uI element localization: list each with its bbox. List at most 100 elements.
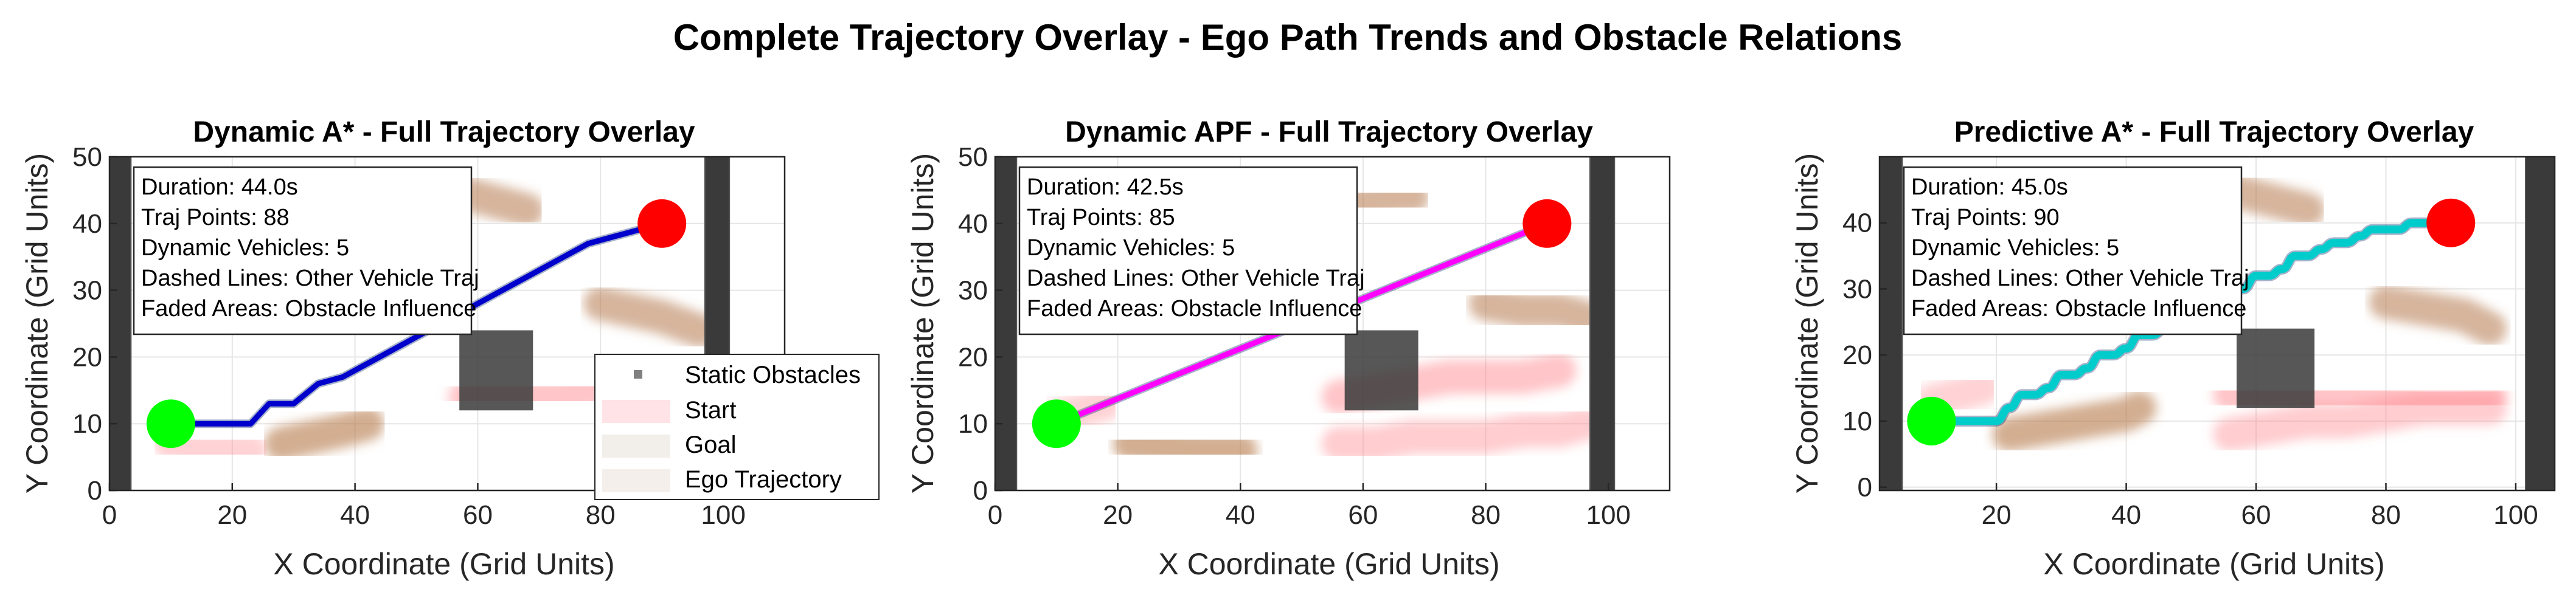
axes-box [108,156,786,492]
static-wall [995,156,1018,491]
plot-area: 0 20 40 60 80 100 0 10 20 30 40 50 Duration: 44.0s Tr… [72,142,786,530]
info-line: Dashed Lines: Other Vehicle Traj [1027,266,1365,291]
x-axis-label: X Coordinate (Grid Units) [273,547,614,581]
vehicle-trace [583,286,716,348]
vehicle-trace [2369,285,2507,346]
static-wall [2524,156,2556,491]
y-tick-label: 0 [1858,473,1872,503]
x-axis-label: X Coordinate (Grid Units) [1158,547,1499,581]
y-tick-label: 0 [88,476,102,506]
goal-marker [1522,199,1572,248]
info-line: Faded Areas: Obstacle Influence [1911,296,2246,322]
y-tick-label: 30 [1842,274,1872,304]
y-tick-label: 50 [72,142,102,172]
x-tick-label: 80 [586,500,616,530]
static-obstacle-marker [634,370,642,379]
panel-predictive-a-star: Predictive A* - Full Trajectory Overlay … [1790,116,2556,581]
x-axis-label: X Coordinate (Grid Units) [2043,547,2384,581]
legend-label: Static Obstacles [685,362,861,388]
vehicle-trace [1113,427,1258,468]
y-tick-label: 10 [72,409,102,439]
x-tick-label: 20 [217,500,247,530]
y-tick-label: 30 [958,276,988,306]
static-block [2237,328,2315,408]
info-line: Duration: 42.5s [1027,174,1184,200]
info-line: Dynamic Vehicles: 5 [1911,235,2119,261]
x-tick-label: 100 [1586,500,1630,530]
figure-title: Complete Trajectory Overlay - Ego Path T… [673,17,1903,58]
static-wall [109,156,132,491]
panel-dynamic-a-star: Dynamic A* - Full Trajectory Overlay X C… [20,116,786,581]
panel-title: Dynamic A* - Full Trajectory Overlay [193,116,695,148]
y-tick-label: 20 [72,342,102,372]
static-block [459,330,533,411]
ego-trajectory-swatch [602,469,670,492]
y-tick-label: 0 [973,476,988,506]
info-box [1018,166,1358,335]
static-block [1344,330,1418,411]
start-swatch [602,400,670,423]
vehicle-trace [264,407,384,461]
plot-area: 0 20 40 60 80 100 0 10 20 30 40 50 Duration: 42.5s Tr… [958,142,1671,530]
info-box [133,166,473,335]
y-tick-label: 40 [1842,208,1872,238]
start-marker [1032,399,1081,449]
info-line: Dashed Lines: Other Vehicle Traj [141,266,479,291]
legend-label: Ego Trajectory [685,466,842,493]
goal-swatch [602,435,670,458]
y-tick-label: 10 [958,409,988,439]
panel-title: Dynamic APF - Full Trajectory Overlay [1065,116,1593,148]
y-tick-label: 40 [72,209,102,239]
x-tick-label: 60 [1348,500,1378,530]
x-tick-label: 40 [340,500,370,530]
info-line: Duration: 45.0s [1911,174,2068,200]
y-tick-label: 40 [958,209,988,239]
info-line: Faded Areas: Obstacle Influence [1027,296,1362,322]
legend: Static Obstacles Start Goal Ego Trajecto… [594,354,880,500]
static-wall [1589,156,1616,491]
x-tick-label: 60 [463,500,493,530]
x-tick-label: 20 [1103,500,1133,530]
y-axis-label: Y Coordinate (Grid Units) [1790,153,1824,494]
vehicle-trace [153,427,268,468]
x-tick-label: 80 [2371,500,2401,530]
start-marker [146,399,195,449]
info-line: Duration: 44.0s [141,174,298,200]
x-tick-label: 0 [988,500,1002,530]
panel-title: Predictive A* - Full Trajectory Overlay [1954,116,2474,148]
x-tick-label: 60 [2241,500,2271,530]
y-axis-label: Y Coordinate (Grid Units) [20,153,54,494]
y-tick-label: 20 [958,342,988,372]
info-line: Traj Points: 85 [1027,205,1175,230]
x-tick-label: 100 [701,500,745,530]
goal-marker [2426,198,2476,247]
x-tick-label: 80 [1471,500,1501,530]
y-tick-label: 20 [1842,340,1872,370]
static-wall [1879,156,1903,491]
x-tick-label: 40 [2111,500,2141,530]
info-box [1903,166,2243,335]
y-tick-label: 50 [958,142,988,172]
info-line: Traj Points: 88 [141,205,290,230]
x-tick-label: 40 [1226,500,1255,530]
info-line: Dashed Lines: Other Vehicle Traj [1911,266,2249,291]
x-tick-label: 100 [2493,500,2538,530]
start-marker [1907,396,1956,445]
legend-label: Goal [685,432,737,458]
vehicle-trace [2213,391,2507,452]
vehicle-trace [1468,286,1601,334]
goal-marker [637,199,687,248]
vehicle-trace [1321,407,1601,461]
x-tick-label: 20 [1982,500,2012,530]
info-line: Traj Points: 90 [1911,205,2060,230]
legend-label: Start [685,397,736,424]
panel-dynamic-apf: Dynamic APF - Full Trajectory Overlay X … [906,116,1671,581]
axes-box [1878,156,2556,492]
info-line: Dynamic Vehicles: 5 [1027,235,1235,261]
info-line: Faded Areas: Obstacle Influence [141,296,476,322]
x-tick-label: 0 [102,500,117,530]
y-tick-label: 30 [72,276,102,306]
info-line: Dynamic Vehicles: 5 [141,235,349,261]
axes-box [994,156,1671,492]
